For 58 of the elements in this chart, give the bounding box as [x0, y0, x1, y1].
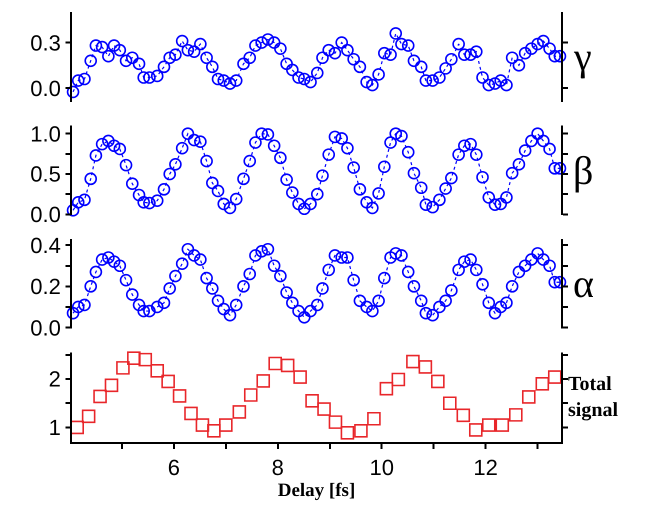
x-tick-label: 10 [369, 455, 394, 480]
point [82, 410, 96, 424]
point [196, 418, 210, 432]
text: γ [573, 34, 592, 79]
y-tick-label: 0.4 [30, 232, 61, 258]
y-tick-label: 0.2 [30, 274, 61, 300]
point [317, 402, 331, 416]
x-tick-label: 12 [473, 455, 498, 480]
point [244, 388, 258, 402]
point [138, 352, 152, 366]
point [508, 408, 523, 422]
point [293, 370, 307, 384]
y-tick-label: 0.0 [30, 315, 61, 340]
point [161, 374, 175, 388]
text: α [573, 261, 594, 306]
point [256, 374, 270, 388]
point [232, 405, 246, 419]
y-tick-label: 0.0 [30, 76, 61, 101]
y-tick-label: 0.5 [30, 162, 61, 187]
point [535, 377, 550, 391]
point [354, 424, 368, 438]
point [431, 374, 445, 388]
x-tick-label: 8 [272, 455, 284, 480]
point [104, 378, 118, 392]
x-axis-title: Delay [fs] [278, 480, 356, 502]
point [93, 390, 107, 404]
point [116, 361, 130, 375]
point [367, 412, 381, 426]
point [392, 372, 406, 386]
point [305, 394, 319, 408]
x-tick-label: 6 [168, 455, 180, 480]
point [340, 426, 354, 440]
point [150, 364, 164, 378]
point [418, 360, 432, 374]
y-tick-label: 2 [48, 366, 61, 392]
y-tick-label: 1 [48, 415, 61, 440]
point [380, 382, 394, 396]
point [184, 406, 198, 420]
point [482, 418, 496, 432]
point [219, 418, 233, 432]
point [468, 423, 483, 437]
point [456, 408, 470, 422]
point [127, 351, 141, 365]
point [406, 354, 420, 368]
y-tick-label: 0.0 [30, 202, 61, 228]
point [548, 370, 562, 384]
y-tick-label: 1.0 [30, 121, 61, 146]
point [442, 396, 457, 410]
text: β [573, 148, 594, 193]
text: Total signal [568, 373, 618, 421]
point [268, 356, 282, 370]
point [280, 358, 294, 372]
point [328, 415, 342, 429]
point [172, 389, 186, 403]
point [522, 390, 536, 404]
y-tick-label: 0.3 [30, 30, 61, 56]
point [207, 424, 221, 438]
point [495, 418, 510, 432]
